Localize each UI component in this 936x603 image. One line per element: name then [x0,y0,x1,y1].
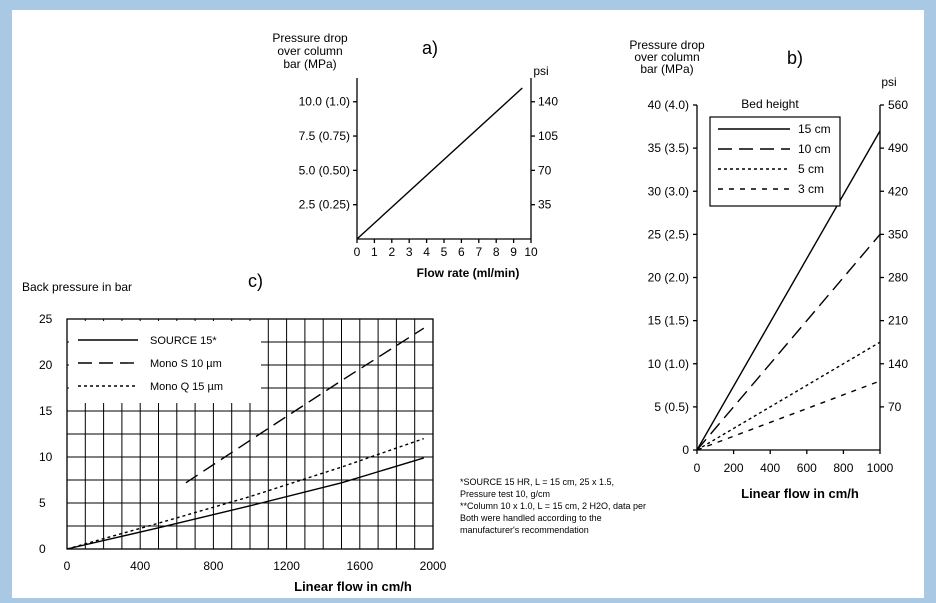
panel-a-y-tick-label: 5.0 (0.50) [299,163,350,177]
panel-b-y-tick-label: 30 (3.0) [648,184,689,198]
panel-b-x-tick-label: 400 [760,461,780,475]
panel-c-series-line-2 [185,327,425,484]
panel-b-legend-label: 5 cm [798,162,824,176]
panel-a-y2-axis-title: psi [533,64,548,78]
panel-b-series-line-3 [696,341,881,451]
panel-b-y2-tick-label: 560 [888,98,908,112]
panel-b-legend-box [709,116,841,207]
panel-c-y-tick-label: 25 [39,312,53,326]
panel-a-x-tick-label: 6 [458,245,465,259]
panel-b-y2-tick-label: 280 [888,271,908,285]
panel-b-y-tick-label: 25 (2.5) [648,227,689,241]
panel-a-y2-tick-label: 35 [538,198,552,212]
panel-b-label: b) [787,48,803,68]
panel-b-x-tick-label: 600 [797,461,817,475]
panel-c-y-tick-label: 0 [39,542,46,556]
panel-c-plot-frame [66,318,434,550]
panel-b-y-tick-label: 10 (1.0) [648,357,689,371]
panel-b-y-axis-title: bar (MPa) [640,62,693,76]
panel-a-y-tick-label: 10.0 (1.0) [299,95,350,109]
panel-b-y2-tick-label: 490 [888,141,908,155]
panel-b-y-tick-label: 0 [682,443,689,457]
panel-c-x-tick-label: 1200 [273,559,300,573]
panel-b-legend-label: 15 cm [798,122,831,136]
footnote-line: Pressure test 10, g/cm [460,489,550,499]
panel-b-y-axis-title: Pressure drop [629,38,705,52]
panel-a-x-axis-title: Flow rate (ml/min) [417,266,520,280]
panel-b-legend-label: 10 cm [798,142,831,156]
panel-b-x-tick-label: 0 [694,461,701,475]
panel-b-y-tick-label: 35 (3.5) [648,141,689,155]
footnote-line: manufacturer's recommendation [460,525,589,535]
panel-b-y-tick-label: 15 (1.5) [648,314,689,328]
panel-c-y-tick-label: 5 [39,496,46,510]
panel-b-x-tick-label: 1000 [867,461,894,475]
panel-b-y2-tick-label: 350 [888,227,908,241]
panel-c-y-tick-label: 20 [39,358,53,372]
panel-b-y-tick-label: 5 (0.5) [654,400,689,414]
panel-a-x-tick-label: 8 [493,245,500,259]
panel-b-y2-tick-label: 140 [888,357,908,371]
panel-a-y-axis-title: Pressure drop [272,31,348,45]
panel-a-x-tick-label: 10 [524,245,538,259]
panel-a-y-axis-title: over column [277,44,342,58]
panel-b-series-line-1 [696,130,881,451]
panel-c-legend-label: SOURCE 15* [150,335,217,347]
panel-a-x-tick-label: 3 [406,245,413,259]
panel-a-x-tick-label: 1 [371,245,378,259]
panel-a-series-line-1 [356,87,523,240]
panel-b-y-tick-label: 40 (4.0) [648,98,689,112]
panel-b-x-tick-label: 200 [724,461,744,475]
panel-b-x-tick-label: 800 [833,461,853,475]
panel-c-series-line-3 [66,437,425,550]
panel-b-y2-axis-title: psi [881,75,896,89]
panel-a-y-axis-title: bar (MPa) [283,57,336,71]
panel-a-y2-tick-label: 140 [538,95,558,109]
panel-b-x-axis-title: Linear flow in cm/h [741,486,859,501]
footnote-line: Both were handled according to the [460,513,602,523]
footnote-line: *SOURCE 15 HR, L = 15 cm, 25 x 1.5, [460,477,614,487]
figure-canvas: 0 1 2 3 4 5 6 7 8 9 102.5 (0.25)5.0 (0.50)7.5 (0.7… [22,31,908,594]
panel-c-x-axis-title: Linear flow in cm/h [294,579,412,594]
panel-c-y-tick-label: 10 [39,450,53,464]
panel-b-y2-tick-label: 210 [888,314,908,328]
panel-c-x-tick-label: 0 [64,559,71,573]
panel-a-x-tick-label: 7 [475,245,482,259]
panel-c-label: c) [248,271,263,291]
panel-c-x-tick-label: 800 [203,559,223,573]
panel-b-series-line-2 [696,233,881,451]
panel-a-x-tick-label: 0 [354,245,361,259]
panel-c-x-tick-label: 400 [130,559,150,573]
footnote-line: **Column 10 x 1.0, L = 15 cm, 2 H2O, dat… [460,501,646,511]
panel-b-series-line-4 [696,380,881,451]
panel-c-legend-label: Mono Q 15 µm [150,381,223,393]
figure-frame: 0 1 2 3 4 5 6 7 8 9 10 2.5 (0.25) 5.0 (0.50) 7.5 (0.7… [12,10,924,598]
panel-c-y-axis-title: Back pressure in bar [22,280,132,294]
panel-b-legend-title: Bed height [741,97,799,111]
panel-a-x-tick-label: 9 [510,245,517,259]
panel-a-y2-tick-label: 70 [538,163,552,177]
panel-a-label: a) [422,38,438,58]
panel-a-y-tick-label: 2.5 (0.25) [299,198,350,212]
panel-b-y2-tick-label: 420 [888,184,908,198]
panel-b-legend-label: 3 cm [798,182,824,196]
panel-c-legend-label: Mono S 10 µm [150,358,222,370]
panel-a-y2-tick-label: 105 [538,129,558,143]
panel-a-y-tick-label: 7.5 (0.75) [299,129,350,143]
panel-b-y-axis-title: over column [634,50,699,64]
panel-c-y-tick-label: 15 [39,404,53,418]
panel-c-series-line-1 [66,457,425,550]
panel-a-x-tick-label: 4 [423,245,430,259]
panel-c-x-tick-label: 1600 [346,559,373,573]
panel-c-x-tick-label: 2000 [420,559,447,573]
panel-b-y-tick-label: 20 (2.0) [648,271,689,285]
panel-a-x-tick-label: 2 [388,245,395,259]
panel-c-legend-box [69,321,261,403]
panel-b-y2-tick-label: 70 [888,400,902,414]
panel-a-x-tick-label: 5 [441,245,448,259]
